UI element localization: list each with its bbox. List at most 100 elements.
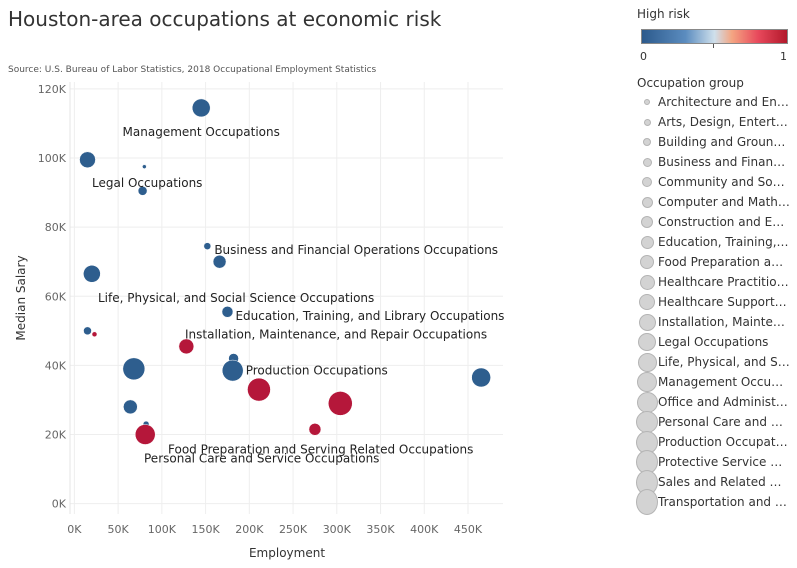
group-legend-item[interactable]: Community and Social Service Occupations xyxy=(636,172,796,192)
risk-scale-max-label: 1 xyxy=(780,50,787,63)
size-symbol-icon xyxy=(636,177,658,187)
data-point-label: Installation, Maintenance, and Repair Oc… xyxy=(185,327,487,341)
size-symbol-icon xyxy=(636,196,658,208)
data-point[interactable] xyxy=(221,306,234,318)
size-symbol-icon xyxy=(636,372,658,392)
y-tick-label: 100K xyxy=(38,152,67,165)
data-point[interactable] xyxy=(137,186,148,196)
data-point[interactable] xyxy=(83,265,101,283)
group-legend-item[interactable]: Construction and Extraction Occupations xyxy=(636,212,796,232)
data-point[interactable] xyxy=(122,357,146,381)
group-legend-item[interactable]: Education, Training, and Library Occupat… xyxy=(636,232,796,252)
data-point[interactable] xyxy=(221,359,244,382)
y-axis-title: Median Salary xyxy=(14,255,28,340)
size-symbol-icon xyxy=(636,294,658,310)
group-legend-item[interactable]: Management Occupations xyxy=(636,372,796,392)
size-symbol-icon xyxy=(636,138,658,146)
x-tick-label: 150K xyxy=(191,523,220,536)
group-legend-label: Life, Physical, and Social Science Occup… xyxy=(658,355,790,369)
data-point[interactable] xyxy=(178,338,195,355)
risk-legend-title: High risk xyxy=(637,7,690,21)
data-point-label: Legal Occupations xyxy=(92,176,202,190)
data-point[interactable] xyxy=(134,424,156,445)
group-legend-item[interactable]: Production Occupations xyxy=(636,430,796,454)
group-legend-label: Sales and Related Occupations xyxy=(658,475,790,489)
group-legend-label: Healthcare Support Occupations xyxy=(658,295,790,309)
group-legend-label: Architecture and Engineering Occupations xyxy=(658,95,790,109)
size-symbol-icon xyxy=(636,391,658,413)
group-legend-label: Computer and Mathematical Occupations xyxy=(658,195,790,209)
group-legend-item[interactable]: Installation, Maintenance, and Repair Oc… xyxy=(636,312,796,332)
risk-color-scale[interactable] xyxy=(641,29,788,44)
data-point[interactable] xyxy=(191,98,211,118)
y-tick-label: 120K xyxy=(38,83,67,96)
group-legend-item[interactable]: Healthcare Practitioners and Technical O… xyxy=(636,272,796,292)
data-point[interactable] xyxy=(123,399,138,415)
group-legend-label: Installation, Maintenance, and Repair Oc… xyxy=(658,315,790,329)
x-tick-label: 300K xyxy=(323,523,352,536)
y-tick-label: 0K xyxy=(52,498,67,511)
group-legend-item[interactable]: Life, Physical, and Social Science Occup… xyxy=(636,352,796,372)
data-point-label: Personal Care and Service Occupations xyxy=(144,452,379,466)
scatter-chart: 0K 20K 40K 60K 80K 100K 120K 0K 50K 100K 150K 200K 2… xyxy=(14,82,504,560)
data-point[interactable] xyxy=(203,242,212,250)
x-tick-label: 0K xyxy=(67,523,82,536)
group-legend-label: Office and Administrative Support Occupa… xyxy=(658,395,790,409)
group-legend-label: Building and Grounds Cleaning and Mainte… xyxy=(658,135,790,149)
group-legend-label: Community and Social Service Occupations xyxy=(658,175,790,189)
risk-scale-min-label: 0 xyxy=(640,50,647,63)
group-legend-label: Production Occupations xyxy=(658,435,790,449)
group-legend-title: Occupation group xyxy=(637,76,744,90)
group-legend-item[interactable]: Sales and Related Occupations xyxy=(636,469,796,495)
group-legend-item[interactable]: Architecture and Engineering Occupations xyxy=(636,92,796,112)
group-legend-label: Protective Service Occupations xyxy=(658,455,790,469)
data-point[interactable] xyxy=(212,254,227,269)
data-point-label: Food Preparation and Serving Related Occ… xyxy=(168,442,473,456)
x-tick-label: 50K xyxy=(108,523,130,536)
data-point[interactable] xyxy=(142,164,147,169)
size-symbol-icon xyxy=(636,333,658,351)
size-symbol-icon xyxy=(636,216,658,228)
data-point-label: Education, Training, and Library Occupat… xyxy=(235,309,504,323)
y-tick-label: 60K xyxy=(45,290,67,303)
data-point[interactable] xyxy=(308,423,322,436)
size-symbol-icon xyxy=(636,489,658,515)
x-axis-title: Employment xyxy=(249,546,325,560)
group-legend-item[interactable]: Transportation and Material Moving Occup… xyxy=(636,489,796,515)
chart-title: Houston-area occupations at economic ris… xyxy=(8,7,442,31)
size-symbol-icon xyxy=(636,313,658,331)
group-legend-item[interactable]: Business and Financial Operations Occupa… xyxy=(636,152,796,172)
group-legend-label: Personal Care and Service Occupations xyxy=(658,415,790,429)
x-tick-label: 100K xyxy=(148,523,177,536)
size-symbol-icon xyxy=(636,99,658,105)
x-tick-label: 400K xyxy=(410,523,439,536)
data-point[interactable] xyxy=(83,326,92,336)
group-legend-item[interactable]: Office and Administrative Support Occupa… xyxy=(636,391,796,413)
group-legend-label: Business and Financial Operations Occupa… xyxy=(658,155,790,169)
group-legend-item[interactable]: Personal Care and Service Occupations xyxy=(636,411,796,433)
group-legend-item[interactable]: Food Preparation and Serving Related Occ… xyxy=(636,252,796,272)
x-tick-label: 250K xyxy=(279,523,308,536)
data-point[interactable] xyxy=(247,377,271,402)
y-tick-label: 40K xyxy=(45,359,67,372)
group-legend-item[interactable]: Computer and Mathematical Occupations xyxy=(636,192,796,212)
size-symbol-icon xyxy=(636,118,658,126)
group-legend-item[interactable]: Protective Service Occupations xyxy=(636,450,796,474)
data-point-label: Management Occupations xyxy=(123,125,280,139)
group-legend-item[interactable]: Legal Occupations xyxy=(636,332,796,352)
group-legend-item[interactable]: Building and Grounds Cleaning and Mainte… xyxy=(636,132,796,152)
group-legend-item[interactable]: Arts, Design, Entertainment, Sports, and… xyxy=(636,112,796,132)
data-point[interactable] xyxy=(79,151,96,169)
risk-scale-midpoint-tick xyxy=(713,44,714,48)
x-tick-label: 200K xyxy=(235,523,264,536)
group-legend-label: Food Preparation and Serving Related Occ… xyxy=(658,255,790,269)
size-symbol-icon xyxy=(636,157,658,167)
group-legend-label: Transportation and Material Moving Occup… xyxy=(658,495,790,509)
data-point[interactable] xyxy=(328,391,353,416)
group-legend-label: Construction and Extraction Occupations xyxy=(658,215,790,229)
data-point[interactable] xyxy=(471,367,491,388)
group-legend-item[interactable]: Healthcare Support Occupations xyxy=(636,292,796,312)
size-symbol-icon xyxy=(636,274,658,290)
data-point[interactable] xyxy=(91,331,98,338)
group-legend-label: Healthcare Practitioners and Technical O… xyxy=(658,275,790,289)
